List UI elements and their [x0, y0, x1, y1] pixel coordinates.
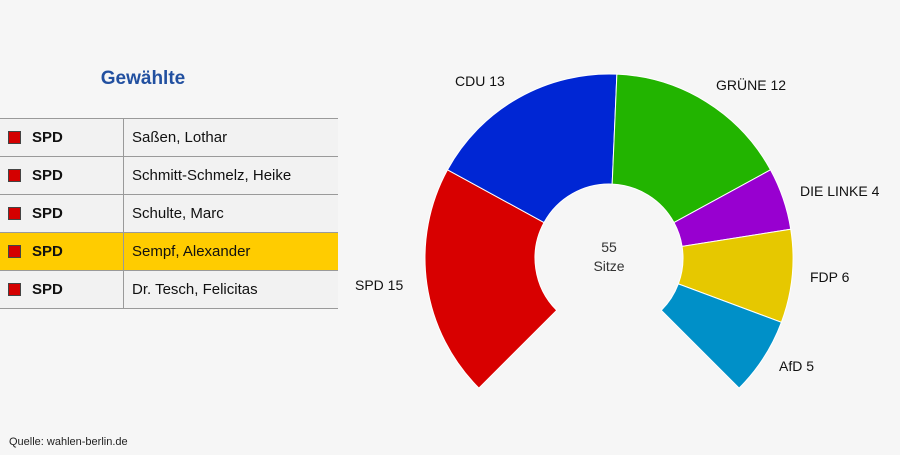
party-cell: SPD	[0, 195, 124, 232]
segment-label: FDP 6	[810, 269, 850, 285]
source-note: Quelle: wahlen-berlin.de	[9, 436, 128, 448]
candidate-name: Schulte, Marc	[132, 205, 224, 222]
party-name: SPD	[32, 205, 63, 222]
table-row: SPD Sempf, Alexander	[0, 233, 338, 271]
party-name: SPD	[32, 167, 63, 184]
segment-label: GRÜNE 12	[716, 76, 786, 93]
table-row: SPD Saßen, Lothar	[0, 119, 338, 157]
segment-label: SPD 15	[355, 277, 403, 293]
seat-segment-cdu	[446, 73, 618, 224]
table-row: SPD Dr. Tesch, Felicitas	[0, 271, 338, 309]
party-cell: SPD	[0, 119, 124, 156]
party-color-swatch	[8, 169, 21, 182]
party-cell: SPD	[0, 233, 124, 270]
party-name: SPD	[32, 243, 63, 260]
party-color-swatch	[8, 207, 21, 220]
segment-label: AfD 5	[779, 358, 814, 374]
party-cell: SPD	[0, 271, 124, 308]
party-name: SPD	[32, 281, 63, 298]
candidate-name: Schmitt-Schmelz, Heike	[132, 167, 292, 184]
party-color-swatch	[8, 283, 21, 296]
seat-segment-afd	[660, 283, 783, 389]
table-row: SPD Schulte, Marc	[0, 195, 338, 233]
table-row: SPD Schmitt-Schmelz, Heike	[0, 157, 338, 195]
elected-table-title: Gewählte	[100, 68, 186, 89]
party-cell: SPD	[0, 157, 124, 194]
party-color-swatch	[8, 131, 21, 144]
seat-segment-spd	[424, 169, 558, 389]
center-seat-unit: Sitze	[593, 258, 624, 274]
party-name: SPD	[32, 129, 63, 146]
segment-label: CDU 13	[455, 73, 505, 89]
center-seat-count: 55	[601, 239, 617, 255]
candidate-name: Saßen, Lothar	[132, 129, 228, 146]
party-color-swatch	[8, 245, 21, 258]
candidate-name: Sempf, Alexander	[132, 243, 251, 260]
candidate-name: Dr. Tesch, Felicitas	[132, 281, 258, 298]
elected-table: SPD Saßen, Lothar SPD Schmitt-Schmelz, Heik…	[0, 118, 338, 309]
seat-segment-grüne	[611, 73, 772, 224]
segment-label: DIE LINKE 4	[800, 183, 880, 199]
